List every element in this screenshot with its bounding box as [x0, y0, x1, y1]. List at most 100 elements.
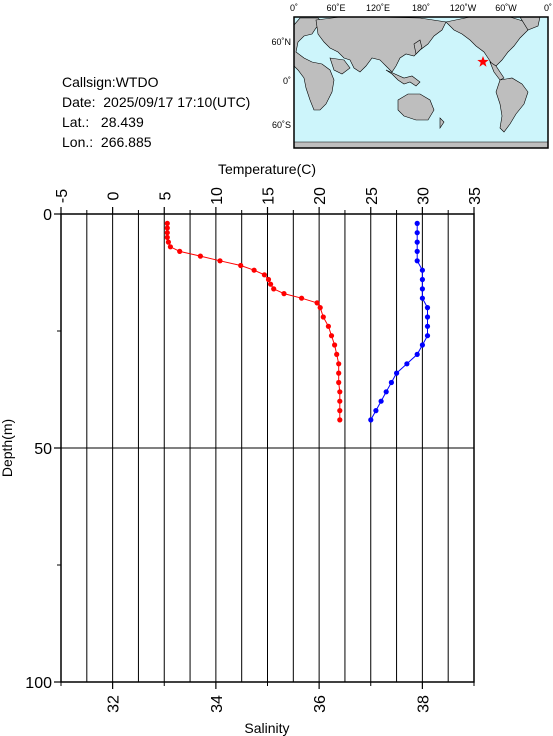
series-layer	[164, 220, 431, 423]
temperature-point	[334, 351, 340, 357]
salinity-point	[424, 305, 431, 311]
map-lon-tick: 180˚	[412, 3, 430, 13]
depth-tick-label: 100	[25, 675, 52, 692]
plot-grid	[60, 214, 475, 682]
temperature-point	[336, 361, 342, 367]
callsign-label: Callsign:	[62, 74, 116, 90]
temperature-point	[164, 225, 170, 231]
land-antarctica	[293, 141, 549, 149]
temperature-point	[167, 244, 173, 250]
salinity-point	[368, 417, 374, 423]
temperature-point	[265, 276, 272, 283]
land-se-asia	[385, 69, 421, 87]
temperature-point	[197, 253, 203, 259]
date-value: 2025/09/17 17:10(UTC)	[103, 94, 251, 110]
map-lon-tick: 120˚E	[366, 3, 390, 13]
temperature-point	[336, 379, 342, 386]
map-land	[293, 16, 549, 149]
temperature-point	[164, 234, 170, 240]
map-lon-tick: 120˚W	[450, 3, 477, 13]
temperature-point	[317, 305, 323, 311]
temperature-tick-label: 20	[312, 187, 329, 205]
salinity-point	[378, 398, 384, 404]
temperature-tick-label: 30	[415, 187, 432, 205]
depth-tick-label: 50	[34, 441, 52, 458]
temperature-point	[251, 267, 257, 273]
salinity-point	[414, 351, 420, 357]
map-lat-tick: 0˚	[283, 76, 291, 86]
salinity-point	[404, 361, 410, 367]
station-callsign: Callsign:WTDO	[62, 72, 158, 92]
world-map: 0˚ 60˚E 120˚E 180˚ 120˚W 60˚W 0˚ 60˚N 0˚…	[271, 3, 552, 149]
station-lat: Lat.: 28.439	[62, 112, 144, 132]
lat-label: Lat.:	[62, 114, 90, 130]
temperature-point	[299, 295, 305, 301]
map-lat-ticks: 60˚N 0˚ 60˚S	[271, 37, 291, 130]
land-japan	[413, 39, 423, 55]
salinity-point	[419, 276, 425, 283]
salinity-point	[419, 286, 425, 292]
salinity-point	[414, 258, 420, 264]
temperature-point	[328, 333, 335, 339]
map-lon-tick: 60˚E	[326, 3, 345, 13]
temperature-tick-label: 25	[364, 187, 381, 205]
temperature-point	[320, 314, 326, 320]
salinity-point	[419, 267, 425, 273]
depth-axis-label: Depth(m)	[0, 419, 15, 477]
lat-value: 28.439	[100, 114, 144, 130]
depth-ticks: 0 50 100	[25, 207, 61, 692]
map-lon-tick: 60˚W	[495, 3, 517, 13]
map-lat-tick: 60˚N	[271, 37, 291, 47]
temperature-tick-label: 10	[209, 187, 226, 205]
temperature-point	[165, 239, 171, 245]
temperature-ticks: -5 0 5 10 15 20 25 30 35	[54, 187, 484, 214]
salinity-point	[424, 323, 431, 329]
land-asia	[315, 16, 447, 73]
land-nz	[439, 117, 445, 129]
salinity-profile-line	[370, 223, 428, 421]
temperature-tick-label: 5	[157, 191, 174, 200]
map-frame	[293, 16, 549, 149]
station-marker-icon	[477, 56, 489, 67]
salinity-tick-label: 36	[312, 695, 329, 713]
salinity-point	[414, 239, 420, 245]
salinity-point	[394, 370, 400, 376]
temperature-point	[268, 281, 274, 287]
salinity-point	[414, 220, 420, 226]
salinity-point	[419, 342, 425, 348]
land-australia	[397, 93, 435, 121]
salinity-point	[373, 408, 379, 414]
land-south-america	[495, 77, 529, 133]
map-lat-tick: 60˚S	[272, 120, 291, 130]
temperature-point	[337, 408, 343, 414]
land-arabia	[329, 57, 351, 75]
temperature-point	[164, 230, 170, 236]
temperature-point	[281, 291, 287, 297]
temperature-tick-label: 35	[467, 187, 484, 205]
profile-plot: Temperature(C) -5 0 5 10 15 20 25 30 35 Salinity…	[0, 161, 484, 736]
station-date: Date: 2025/09/17 17:10(UTC)	[62, 92, 250, 112]
salinity-point	[414, 248, 420, 254]
lon-value: 266.885	[100, 134, 152, 150]
temperature-point	[337, 398, 343, 404]
temperature-point	[164, 220, 170, 226]
salinity-point	[424, 333, 431, 339]
salinity-ticks: 32 34 36 38	[60, 682, 475, 713]
station-lon: Lon.: 266.885	[62, 132, 152, 152]
lon-label: Lon.:	[62, 134, 94, 150]
temperature-point	[238, 262, 244, 269]
temperature-tick-label: 15	[261, 187, 278, 205]
temperature-point	[271, 286, 277, 292]
temperature-point	[217, 258, 223, 264]
salinity-point	[414, 230, 420, 236]
temperature-tick-label: 0	[106, 191, 123, 200]
land-central-america	[489, 61, 505, 81]
map-lon-tick: 0˚	[544, 3, 552, 13]
callsign-value: WTDO	[115, 74, 159, 90]
salinity-point	[388, 379, 394, 386]
salinity-axis-label: Salinity	[244, 720, 289, 736]
salinity-tick-label: 38	[415, 695, 432, 713]
temperature-axis-label: Temperature(C)	[218, 161, 316, 177]
salinity-point	[383, 389, 389, 395]
